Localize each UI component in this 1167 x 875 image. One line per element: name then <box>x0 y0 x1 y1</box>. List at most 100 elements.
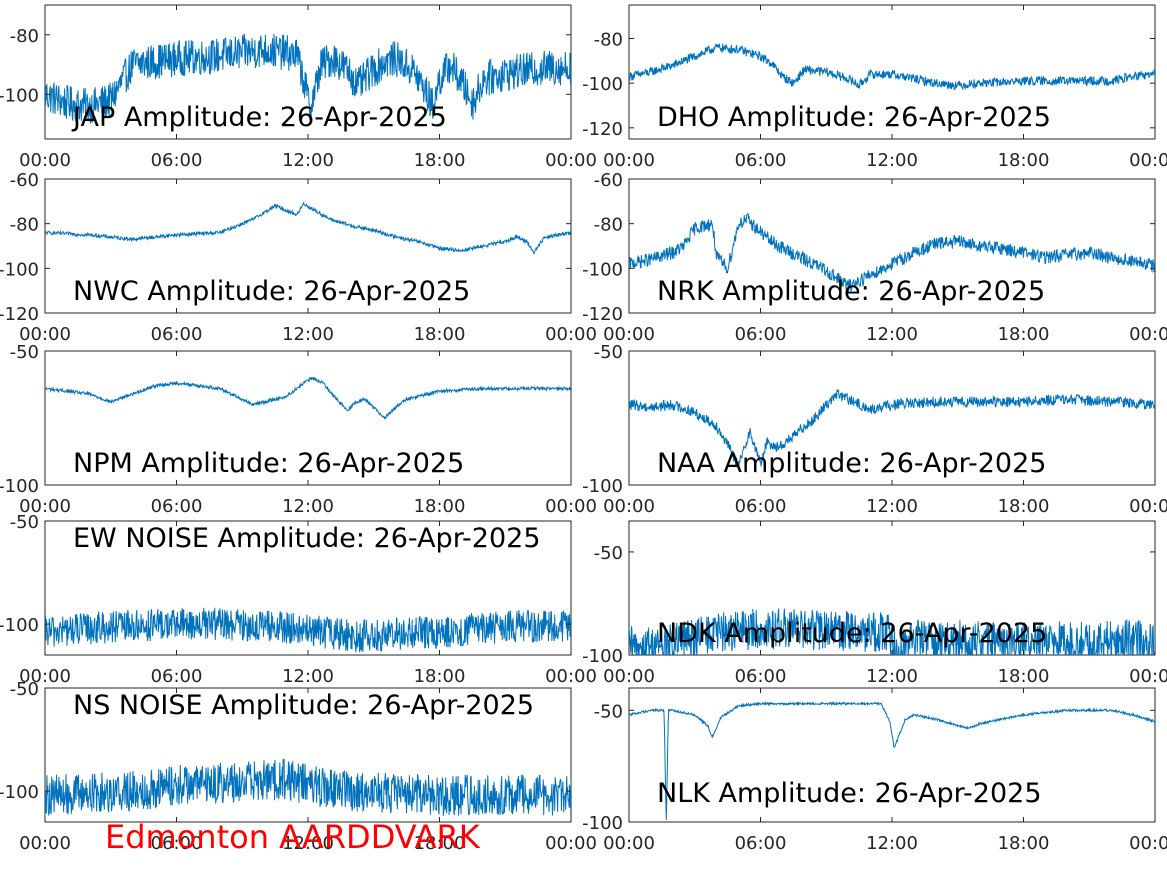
x-tick-label: 12:00 <box>866 496 918 517</box>
amplitude-trace <box>45 202 571 255</box>
station-label: Edmonton AARDDVARK <box>105 818 480 856</box>
y-tick-label: -100 <box>0 259 39 280</box>
x-tick-label: 12:00 <box>282 496 334 517</box>
y-tick-label: -100 <box>0 85 39 106</box>
amplitude-trace <box>629 43 1155 91</box>
x-tick-label: 00:00 <box>603 496 655 517</box>
x-tick-label: 12:00 <box>866 324 918 345</box>
y-tick-label: -100 <box>582 259 623 280</box>
y-tick-label: -50 <box>10 342 39 363</box>
x-tick-label: 12:00 <box>282 150 334 171</box>
x-tick-label: 06:00 <box>151 324 203 345</box>
x-tick-label: 18:00 <box>414 150 466 171</box>
x-tick-label: 18:00 <box>998 666 1050 687</box>
chart-panel: 00:00 06:00 12:00 18:00 00:00 -120 -100 -80 DHO … <box>582 4 1167 171</box>
chart-title: JAP Amplitude: 26-Apr-2025 <box>71 102 447 133</box>
x-tick-label: 18:00 <box>414 833 466 854</box>
x-tick-label: 00:00 <box>1129 666 1167 687</box>
y-tick-label: -100 <box>582 476 623 497</box>
x-tick-label: 00:00 <box>545 324 597 345</box>
x-tick-label: 18:00 <box>998 150 1050 171</box>
x-tick-label: 06:00 <box>151 150 203 171</box>
x-tick-label: 06:00 <box>735 666 787 687</box>
x-tick-label: 00:00 <box>19 324 71 345</box>
x-tick-label: 00:00 <box>1129 833 1167 854</box>
chart-title: NDK Amplitude: 26-Apr-2025 <box>657 618 1047 649</box>
amplitude-trace <box>45 376 571 420</box>
x-tick-label: 12:00 <box>282 324 334 345</box>
y-tick-label: -100 <box>0 782 39 803</box>
chart-title: NWC Amplitude: 26-Apr-2025 <box>73 276 470 307</box>
x-tick-label: 00:00 <box>19 496 71 517</box>
y-tick-label: -60 <box>594 170 623 191</box>
y-tick-label: -50 <box>594 342 623 363</box>
x-tick-label: 00:00 <box>1129 150 1167 171</box>
chart-title: NPM Amplitude: 26-Apr-2025 <box>73 448 464 479</box>
chart-title: NLK Amplitude: 26-Apr-2025 <box>657 778 1042 809</box>
y-tick-label: -120 <box>582 119 623 140</box>
chart-title: NAA Amplitude: 26-Apr-2025 <box>657 448 1046 479</box>
y-tick-label: -80 <box>10 215 39 236</box>
plot-frame <box>628 350 1156 486</box>
plot-frame <box>628 687 1156 823</box>
x-tick-label: 18:00 <box>998 833 1050 854</box>
y-tick-label: -100 <box>0 615 39 636</box>
y-tick-label: -120 <box>582 304 623 325</box>
amplitude-trace <box>45 607 571 653</box>
y-tick-label: -100 <box>582 74 623 95</box>
x-tick-label: 06:00 <box>735 496 787 517</box>
x-tick-label: 06:00 <box>151 496 203 517</box>
y-tick-label: -80 <box>594 30 623 51</box>
chart-title: NS NOISE Amplitude: 26-Apr-2025 <box>73 690 534 721</box>
x-tick-label: 18:00 <box>998 324 1050 345</box>
x-tick-label: 00:00 <box>545 150 597 171</box>
y-tick-label: -100 <box>582 813 623 834</box>
x-tick-label: 12:00 <box>866 833 918 854</box>
x-tick-label: 18:00 <box>998 496 1050 517</box>
x-tick-label: 00:00 <box>603 666 655 687</box>
y-tick-label: -50 <box>10 512 39 533</box>
chart-title: EW NOISE Amplitude: 26-Apr-2025 <box>73 523 541 554</box>
y-tick-label: -100 <box>582 646 623 667</box>
x-tick-label: 00:00 <box>545 833 597 854</box>
amplitude-trace <box>45 758 571 817</box>
x-tick-label: 06:00 <box>151 666 203 687</box>
chart-title: NRK Amplitude: 26-Apr-2025 <box>657 276 1045 307</box>
plot-frame <box>628 178 1156 314</box>
x-tick-label: 06:00 <box>735 833 787 854</box>
y-tick-label: -60 <box>10 170 39 191</box>
chart-panel: 00:00 06:00 12:00 18:00 00:00 -100 -50 EW NOISE… <box>0 512 597 687</box>
amplitude-trace <box>45 33 571 125</box>
x-tick-label: 06:00 <box>151 833 203 854</box>
x-tick-label: 00:00 <box>19 150 71 171</box>
y-tick-label: -120 <box>0 304 39 325</box>
amplitude-trace <box>629 213 1155 292</box>
x-tick-label: 00:00 <box>19 833 71 854</box>
x-tick-label: 18:00 <box>414 666 466 687</box>
x-tick-label: 12:00 <box>282 666 334 687</box>
x-tick-label: 06:00 <box>735 150 787 171</box>
chart-panel: 00:00 06:00 12:00 18:00 00:00 -100 -50 NS NOISE… <box>0 679 597 854</box>
y-tick-label: -50 <box>594 701 623 722</box>
amplitude-trace <box>629 608 1155 655</box>
x-tick-label: 00:00 <box>1129 324 1167 345</box>
y-tick-label: -100 <box>0 476 39 497</box>
x-tick-label: 12:00 <box>866 666 918 687</box>
x-tick-label: 00:00 <box>1129 496 1167 517</box>
x-tick-label: 18:00 <box>414 496 466 517</box>
x-tick-label: 12:00 <box>866 150 918 171</box>
x-tick-label: 00:00 <box>603 324 655 345</box>
x-tick-label: 00:00 <box>19 666 71 687</box>
amplitude-trace <box>629 700 1155 820</box>
chart-panel: 00:0006:0012:0018:0000:00-120-100-80-60N… <box>582 170 1167 345</box>
y-tick-label: -80 <box>594 215 623 236</box>
chart-title: DHO Amplitude: 26-Apr-2025 <box>657 102 1051 133</box>
x-tick-label: 18:00 <box>414 324 466 345</box>
x-tick-label: 00:00 <box>545 666 597 687</box>
